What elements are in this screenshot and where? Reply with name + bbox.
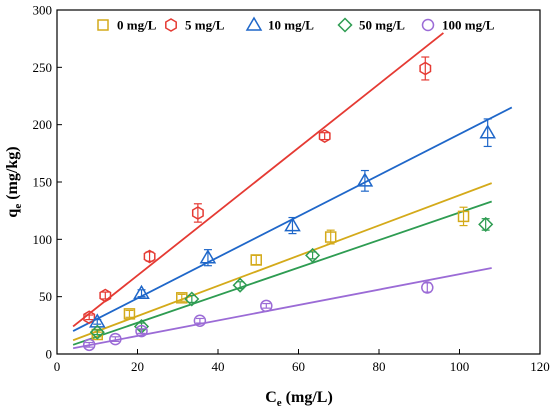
data-point-3-5 [478, 216, 494, 232]
data-point-1-0 [83, 310, 96, 325]
legend-marker-2 [245, 16, 263, 31]
fit-line-4 [72, 267, 492, 350]
legend-marker-0 [97, 19, 109, 31]
legend-label-3: 50 mg/L [359, 18, 405, 33]
y-axis-title-main: q [4, 209, 21, 218]
x-axis-title-main: C [265, 389, 277, 406]
data-point-2-3 [284, 217, 301, 232]
data-point-4-3 [193, 314, 207, 327]
x-tick-label-1: 20 [131, 359, 144, 374]
x-tick-label-3: 60 [292, 359, 305, 374]
legend-label-2: 10 mg/L [268, 18, 314, 33]
y-axis-title: qe (mg/kg) [4, 146, 24, 217]
y-axis-title-rest: (mg/kg) [4, 146, 21, 203]
legend-marker-1 [165, 18, 177, 32]
fit-line-3 [72, 200, 492, 346]
legend-label-1: 5 mg/L [185, 18, 225, 33]
y-axis: 0 50 100 150 200 250 300 [33, 3, 62, 362]
y-tick-label-5: 250 [33, 60, 53, 75]
y-tick-label-2: 100 [33, 232, 53, 247]
data-point-4-2 [135, 324, 148, 338]
x-tick-label-2: 40 [212, 359, 225, 374]
fit-line-0 [72, 182, 493, 342]
data-point-1-5 [419, 61, 432, 76]
data-point-3-0 [89, 324, 105, 340]
legend-marker-3 [337, 17, 353, 33]
data-point-3-2 [184, 291, 200, 307]
data-point-3-3 [232, 277, 248, 293]
y-tick-label-6: 300 [33, 3, 53, 18]
data-point-2-0 [88, 313, 106, 328]
data-point-1-3 [191, 206, 204, 220]
data-point-4-1 [109, 332, 122, 346]
data-point-4-5 [421, 281, 434, 294]
fit-line-1 [72, 32, 444, 328]
data-point-2-1 [133, 284, 150, 299]
data-point-1-4 [318, 129, 331, 143]
x-tick-label-5: 100 [450, 359, 470, 374]
x-axis-title-rest: (mg/L) [282, 389, 333, 406]
x-tick-label-0: 0 [54, 359, 61, 374]
legend: 0 mg/L 5 mg/L 10 mg/L 50 mg/L 100 mg/L [97, 16, 495, 33]
data-point-2-2 [199, 249, 217, 264]
y-tick-label-3: 150 [33, 175, 53, 190]
x-tick-label-6: 120 [530, 359, 550, 374]
data-point-0-1 [123, 308, 136, 320]
y-tick-label-1: 50 [39, 289, 52, 304]
data-point-0-5 [457, 210, 470, 223]
y-tick-label-0: 0 [46, 347, 53, 362]
data-point-1-2 [143, 249, 156, 264]
data-point-1-1 [99, 288, 112, 303]
x-axis: 0 20 40 60 80 100 120 [54, 349, 550, 374]
data-point-4-0 [82, 338, 96, 352]
data-point-0-3 [250, 254, 262, 266]
y-tick-label-4: 200 [33, 117, 53, 132]
x-axis-title: Ce (mg/L) [265, 389, 333, 409]
data-point-0-4 [324, 231, 337, 243]
x-axis-title-sub: e [277, 397, 282, 409]
x-tick-label-4: 80 [373, 359, 386, 374]
legend-label-4: 100 mg/L [442, 18, 495, 33]
legend-marker-4 [421, 18, 435, 32]
data-point-3-4 [305, 247, 321, 263]
legend-label-0: 0 mg/L [117, 18, 157, 33]
plot-area [56, 9, 541, 355]
data-point-2-5 [479, 124, 497, 139]
data-point-2-4 [356, 172, 374, 187]
y-axis-title-sub: e [12, 204, 24, 209]
data-point-4-4 [260, 299, 273, 313]
